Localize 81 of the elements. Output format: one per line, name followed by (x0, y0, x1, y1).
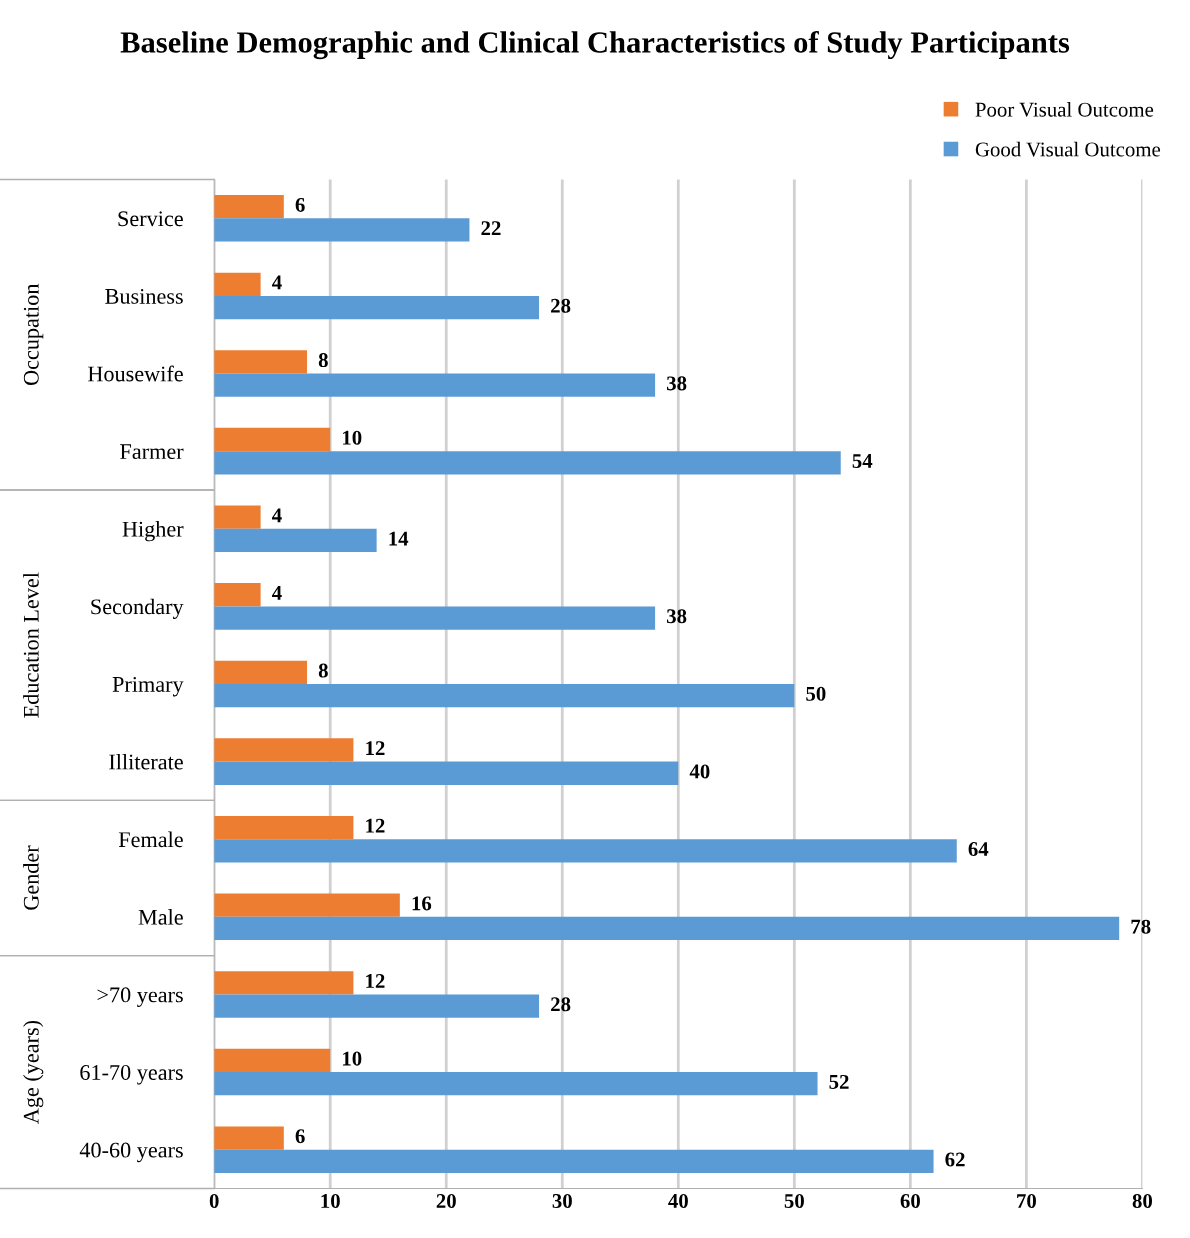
data-label: 28 (551, 997, 571, 1012)
data-label: 62 (945, 1152, 965, 1167)
x-tick-label: 40 (668, 1193, 688, 1208)
y-tick-label: Business (105, 288, 183, 304)
bar (214, 893, 400, 917)
data-label: 40 (689, 764, 710, 779)
text: Age (years) (23, 1020, 44, 1124)
data-label: 54 (852, 454, 873, 469)
data-label: 64 (968, 842, 989, 857)
bar (214, 971, 354, 995)
x-tick-label: 20 (436, 1193, 456, 1208)
x-tick-label: 70 (1017, 1193, 1036, 1208)
bar (214, 916, 1120, 941)
bar (214, 660, 308, 684)
y-tick-label: Housewife (88, 365, 183, 382)
data-label: 6 (295, 1129, 305, 1144)
data-label: 52 (829, 1074, 849, 1089)
data-label: 28 (551, 298, 571, 313)
data-label: 10 (343, 430, 362, 445)
y-tick-label: Farmer (120, 444, 184, 460)
data-label: 50 (806, 686, 826, 701)
bar (214, 1149, 934, 1173)
bar (214, 761, 679, 785)
data-label: 4 (272, 586, 282, 600)
bar (214, 1048, 331, 1073)
data-label: 12 (366, 974, 385, 988)
x-tick-label: 10 (321, 1193, 340, 1208)
data-label: 6 (295, 197, 305, 212)
data-label: 4 (272, 275, 282, 290)
text: Gender (23, 845, 39, 910)
x-tick-label: 80 (1132, 1193, 1153, 1208)
bar (214, 815, 354, 840)
bar (214, 195, 284, 219)
data-label: 38 (666, 609, 687, 624)
bar (214, 684, 795, 708)
legend-label: Poor Visual Outcome (975, 102, 1154, 117)
y-tick-label: Service (118, 211, 183, 227)
legend-label: Good Visual Outcome (975, 141, 1161, 157)
bar (214, 839, 957, 863)
bar (214, 606, 656, 630)
bar (214, 373, 656, 397)
bar (214, 738, 354, 762)
data-label: 8 (318, 663, 328, 678)
data-label: 4 (272, 508, 282, 523)
data-label: 38 (666, 376, 687, 391)
bar (214, 583, 261, 607)
y-tick-label: Primary (112, 676, 184, 697)
x-tick-label: 30 (552, 1193, 572, 1208)
chart-title: Baseline Demographic and Clinical Characteristics of Study Participants (120, 30, 1070, 60)
data-label: 12 (366, 741, 385, 755)
y-tick-label: >70 years (97, 987, 183, 1007)
data-label: 16 (412, 896, 432, 911)
bar (214, 295, 540, 320)
y-tick-label: Illiterate (109, 753, 183, 770)
bar (214, 272, 261, 296)
bar (214, 528, 377, 553)
x-tick-label: 0 (209, 1193, 219, 1208)
bar (214, 994, 540, 1018)
bar (214, 451, 841, 475)
y-tick-label: Higher (122, 521, 184, 542)
x-tick-label: 50 (784, 1193, 804, 1208)
text: Education Level (23, 572, 39, 718)
data-label: 12 (366, 818, 385, 833)
bar (214, 1072, 818, 1096)
text: Occupation (23, 283, 44, 386)
bar (214, 1126, 284, 1150)
y-tick-label: Female (118, 831, 183, 848)
y-tick-label: 40-60 years (79, 1142, 183, 1163)
data-label: 78 (1131, 919, 1151, 934)
y-tick-label: Male (138, 909, 183, 925)
bar (214, 350, 308, 374)
bar (214, 218, 470, 242)
y-tick-label: 61-70 years (80, 1064, 183, 1085)
data-label: 10 (343, 1051, 362, 1066)
x-tick-label: 60 (900, 1193, 920, 1208)
data-label: 14 (389, 531, 409, 546)
bar (214, 505, 261, 529)
bar (214, 427, 331, 452)
data-label: 8 (318, 353, 328, 368)
data-label: 22 (481, 221, 501, 235)
y-tick-label: Secondary (91, 598, 184, 619)
